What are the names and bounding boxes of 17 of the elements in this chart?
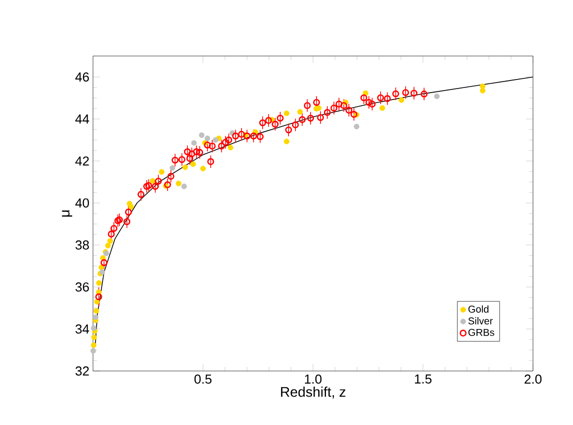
x-tick-label: 2.0 xyxy=(524,374,542,384)
y-tick-label: 32 xyxy=(76,366,89,376)
legend-label: Silver xyxy=(468,317,493,324)
x-tick-label: 1.0 xyxy=(304,374,322,384)
x-axis-title: Redshift, z xyxy=(281,386,346,399)
y-tick-label: 44 xyxy=(75,114,90,124)
legend-label: Gold xyxy=(468,305,488,313)
y-tick-label: 42 xyxy=(75,156,89,166)
y-axis-title: μ xyxy=(62,210,72,217)
y-tick-label: 46 xyxy=(75,72,89,82)
x-tick-label: 0.5 xyxy=(194,374,212,384)
x-tick-label: 1.5 xyxy=(414,374,432,384)
y-tick-label: 34 xyxy=(76,324,90,334)
y-tick-label: 36 xyxy=(76,282,89,292)
y-tick-label: 40 xyxy=(75,198,89,208)
y-tick-label: 38 xyxy=(76,240,89,250)
legend-label: GRBs xyxy=(468,328,494,336)
